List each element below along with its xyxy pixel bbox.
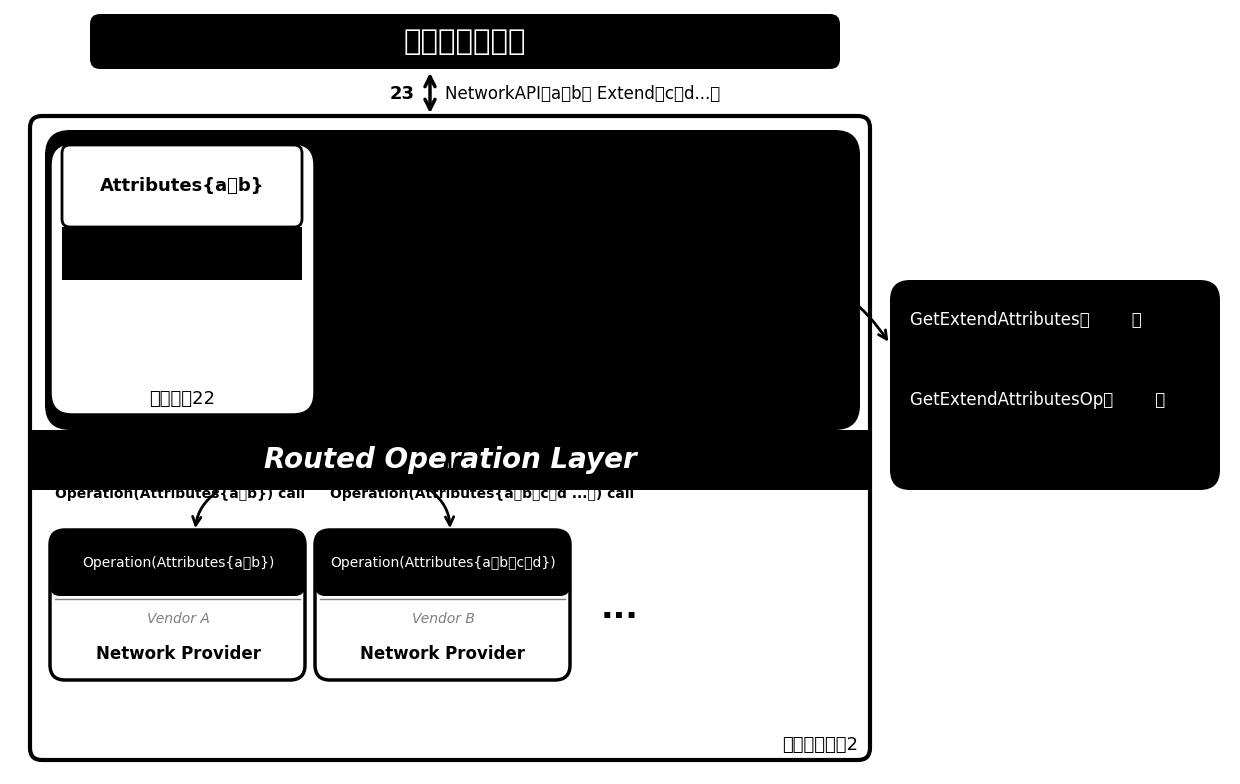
Bar xyxy=(62,227,303,280)
Text: ...: ... xyxy=(601,593,639,626)
FancyBboxPatch shape xyxy=(30,430,870,490)
Text: Attributes{a、b}: Attributes{a、b} xyxy=(99,177,264,195)
FancyBboxPatch shape xyxy=(62,145,303,227)
FancyBboxPatch shape xyxy=(890,280,1220,490)
FancyBboxPatch shape xyxy=(91,14,839,69)
Text: 23: 23 xyxy=(391,85,415,103)
Text: NetworkAPI（a、b） Extend（c、d...）: NetworkAPI（a、b） Extend（c、d...） xyxy=(445,85,720,103)
FancyBboxPatch shape xyxy=(315,530,570,596)
Text: Operation(Attributes{a、b、c、d ...）) call: Operation(Attributes{a、b、c、d ...）) call xyxy=(330,487,634,501)
Text: 网络业务编排层: 网络业务编排层 xyxy=(404,28,526,56)
Text: 网络模型22: 网络模型22 xyxy=(149,390,215,408)
FancyBboxPatch shape xyxy=(315,530,570,680)
FancyBboxPatch shape xyxy=(45,130,861,430)
Text: Vendor A: Vendor A xyxy=(146,612,210,626)
Text: Operation(Attributes{a、b、c、d}): Operation(Attributes{a、b、c、d}) xyxy=(330,556,556,570)
FancyBboxPatch shape xyxy=(50,530,305,680)
Text: Routed Operation Layer: Routed Operation Layer xyxy=(264,446,636,474)
Text: Network Provider: Network Provider xyxy=(95,645,260,663)
Text: Vendor B: Vendor B xyxy=(412,612,475,626)
Text: Operation(Attributes{a、b}) call: Operation(Attributes{a、b}) call xyxy=(55,487,305,501)
Text: GetExtendAttributes（        ）: GetExtendAttributes（ ） xyxy=(910,311,1142,329)
FancyBboxPatch shape xyxy=(30,116,870,760)
FancyBboxPatch shape xyxy=(50,530,305,596)
FancyBboxPatch shape xyxy=(50,143,315,415)
Text: GetExtendAttributesOp（        ）: GetExtendAttributesOp（ ） xyxy=(910,391,1166,409)
Text: 模型驱动框杧2: 模型驱动框杧2 xyxy=(782,736,858,754)
Text: Network Provider: Network Provider xyxy=(361,645,526,663)
Text: Operation(Attributes{a、b}): Operation(Attributes{a、b}) xyxy=(82,556,274,570)
